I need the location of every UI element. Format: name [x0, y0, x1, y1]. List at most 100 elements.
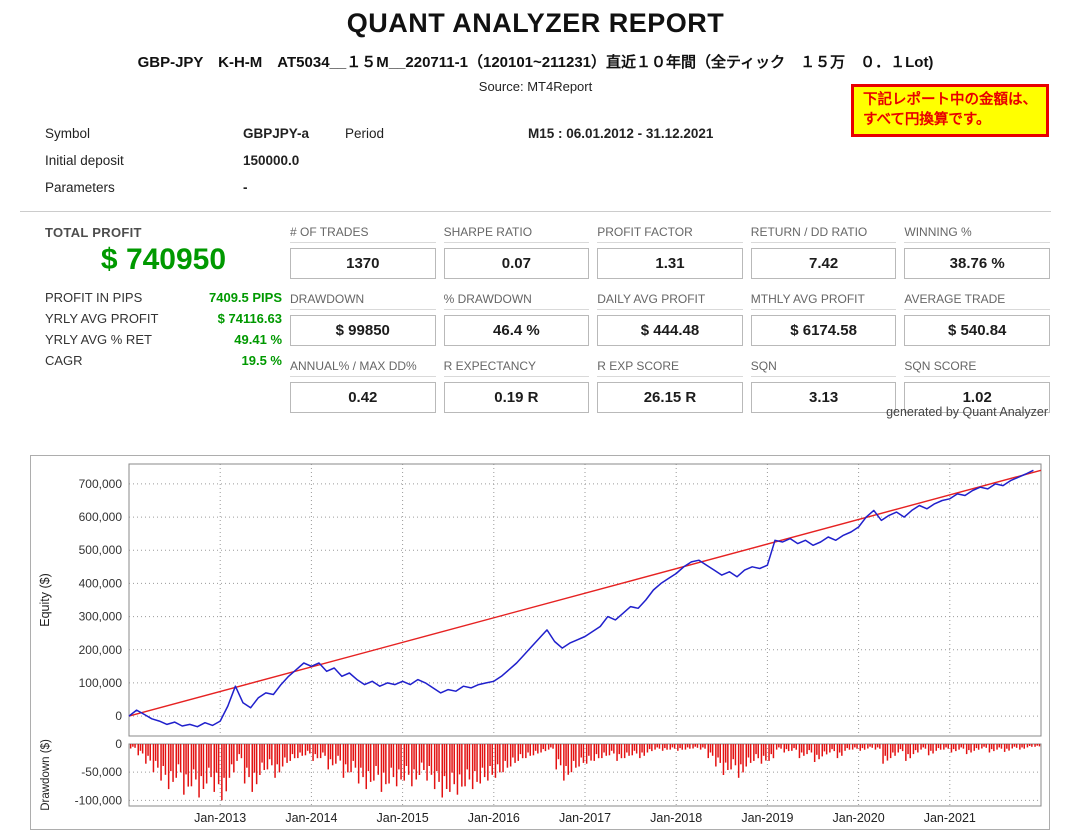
stat-value: $ 540.84: [904, 315, 1050, 346]
equity-y-tick-label: 300,000: [79, 610, 123, 624]
drawdown-bars: [129, 744, 1041, 801]
stat-value: 26.15 R: [597, 382, 743, 413]
equity-axis-label: Equity ($): [38, 573, 52, 627]
equity-y-tick-label: 400,000: [79, 576, 123, 590]
equity-y-tick-label: 700,000: [79, 477, 123, 491]
profit-summary: TOTAL PROFIT $ 740950 PROFIT IN PIPS 740…: [45, 225, 282, 371]
stat-cell-annual-maxdd: ANNUAL% / MAX DD% 0.42: [290, 359, 436, 413]
report-subtitle: GBP-JPY K-H-M AT5034__１５M__220711-1（1201…: [137, 54, 934, 71]
drawdown-plot-border: [128, 743, 1042, 807]
currency-notice-line1: 下記レポート中の金額は、: [863, 92, 1037, 108]
stat-label: RETURN / DD RATIO: [750, 225, 897, 243]
stat-label: DAILY AVG PROFIT: [597, 292, 743, 310]
summary-row-cagr: CAGR 19.5 %: [45, 350, 282, 371]
chart-grid: [129, 464, 1041, 806]
total-profit-label: TOTAL PROFIT: [45, 225, 142, 240]
x-axis-tick-label: Jan-2015: [377, 811, 429, 825]
summary-label: PROFIT IN PIPS: [45, 290, 143, 305]
info-row-parameters: Parameters -: [45, 174, 1035, 201]
summary-label: CAGR: [45, 353, 83, 368]
stat-value: 7.42: [750, 248, 897, 279]
currency-notice: 下記レポート中の金額は、 すべて円換算です。: [851, 84, 1049, 137]
stat-value: $ 6174.58: [750, 315, 897, 346]
info-row-symbol: Symbol GBPJPY-a Period M15 : 06.01.2012 …: [45, 120, 1035, 147]
stat-value: 1370: [290, 248, 436, 279]
summary-rows: PROFIT IN PIPS 7409.5 PIPS YRLY AVG PROF…: [45, 287, 282, 371]
initial-deposit-value: 150000.0: [243, 153, 300, 168]
stat-value: 0.07: [443, 248, 590, 279]
x-axis-tick-label: Jan-2021: [924, 811, 976, 825]
stat-cell-r-exp-score: R EXP SCORE 26.15 R: [597, 359, 743, 413]
equity-y-tick-label: 500,000: [79, 543, 123, 557]
summary-value: 49.41 %: [234, 332, 282, 347]
period-value: M15 : 06.01.2012 - 31.12.2021: [528, 126, 714, 141]
stat-value: 1.31: [597, 248, 743, 279]
statistics-grid: # OF TRADES 1370 SHARPE RATIO 0.07 PROFI…: [290, 225, 1050, 413]
parameters-value: -: [243, 180, 248, 195]
stat-value: 0.42: [290, 382, 436, 413]
parameters-label: Parameters: [45, 180, 115, 195]
equity-y-tick-label: 100,000: [79, 676, 123, 690]
summary-row-pips: PROFIT IN PIPS 7409.5 PIPS: [45, 287, 282, 308]
stat-cell-daily-avg: DAILY AVG PROFIT $ 444.48: [597, 292, 743, 346]
initial-deposit-label: Initial deposit: [45, 153, 124, 168]
stat-value: 1.02: [904, 382, 1050, 413]
info-row-initial-deposit: Initial deposit 150000.0: [45, 147, 1035, 174]
stat-value: 38.76 %: [904, 248, 1050, 279]
stat-cell-avg-trade: AVERAGE TRADE $ 540.84: [904, 292, 1050, 346]
total-profit-value: $ 740950: [100, 243, 227, 276]
report-title: QUANT ANALYZER REPORT: [346, 8, 725, 38]
stat-cell-sqn-score: SQN SCORE 1.02: [904, 359, 1050, 413]
summary-label: YRLY AVG PROFIT: [45, 311, 159, 326]
x-axis-tick-label: Jan-2020: [833, 811, 885, 825]
stat-cell-winning: WINNING % 38.76 %: [904, 225, 1050, 279]
stat-cell-sharpe: SHARPE RATIO 0.07: [443, 225, 590, 279]
x-axis-tick-label: Jan-2019: [741, 811, 793, 825]
summary-value: 7409.5 PIPS: [209, 290, 282, 305]
stat-cell-profit-factor: PROFIT FACTOR 1.31: [597, 225, 743, 279]
stat-label: AVERAGE TRADE: [904, 292, 1050, 310]
x-axis-tick-label: Jan-2017: [559, 811, 611, 825]
report-source: Source: MT4Report: [478, 79, 593, 94]
equity-y-tick-label: 0: [115, 709, 122, 723]
summary-row-yrly-profit: YRLY AVG PROFIT $ 74116.63: [45, 308, 282, 329]
stat-value: 0.19 R: [443, 382, 590, 413]
equity-curve-line: [128, 469, 1034, 728]
stat-label: R EXP SCORE: [597, 359, 743, 377]
stat-label: % DRAWDOWN: [443, 292, 590, 310]
drawdown-axis-label: Drawdown ($): [40, 739, 52, 811]
section-divider: [20, 211, 1051, 212]
summary-value: $ 74116.63: [217, 311, 282, 326]
stat-label: ANNUAL% / MAX DD%: [290, 359, 436, 377]
stat-cell-sqn: SQN 3.13: [750, 359, 897, 413]
drawdown-y-tick-label: 0: [115, 737, 122, 751]
equity-y-tick-label: 600,000: [79, 510, 123, 524]
drawdown-y-tick-label: -50,000: [81, 765, 122, 779]
summary-row-yrly-ret: YRLY AVG % RET 49.41 %: [45, 329, 282, 350]
stat-cell-drawdown: DRAWDOWN $ 99850: [290, 292, 436, 346]
stat-cell-return-dd: RETURN / DD RATIO 7.42: [750, 225, 897, 279]
summary-value: 19.5 %: [241, 353, 282, 368]
stat-value: 3.13: [750, 382, 897, 413]
stat-label: SQN SCORE: [904, 359, 1050, 377]
stat-label: WINNING %: [904, 225, 1050, 243]
account-info: Symbol GBPJPY-a Period M15 : 06.01.2012 …: [45, 120, 1035, 201]
stat-label: MTHLY AVG PROFIT: [750, 292, 897, 310]
symbol-label: Symbol: [45, 126, 91, 141]
stat-value: $ 444.48: [597, 315, 743, 346]
stat-label: SHARPE RATIO: [443, 225, 590, 243]
stat-cell-mthly-avg: MTHLY AVG PROFIT $ 6174.58: [750, 292, 897, 346]
stat-label: # OF TRADES: [290, 225, 436, 243]
stat-label: PROFIT FACTOR: [597, 225, 743, 243]
stat-cell-trades: # OF TRADES 1370: [290, 225, 436, 279]
equity-plot-border: [128, 463, 1042, 737]
drawdown-y-tick-label: -100,000: [75, 793, 123, 807]
linear-trend-line: [128, 469, 1042, 717]
chart-svg: 0 100,000 200,000 300,000 400,000 500,000 600,…: [38, 463, 1042, 825]
stat-cell-r-expectancy: R EXPECTANCY 0.19 R: [443, 359, 590, 413]
generated-by-note: generated by Quant Analyzer: [886, 405, 1048, 419]
summary-label: YRLY AVG % RET: [45, 332, 152, 347]
equity-y-tick-label: 200,000: [79, 643, 123, 657]
x-axis-tick-label: Jan-2018: [650, 811, 702, 825]
